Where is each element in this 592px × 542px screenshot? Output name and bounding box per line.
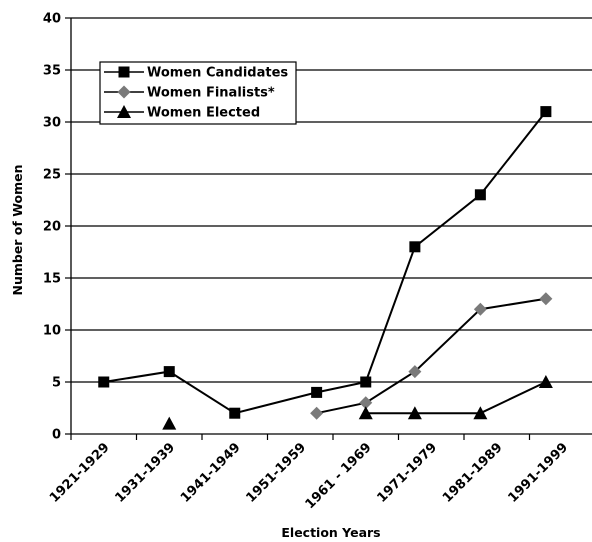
- data-point-women-finalists: [359, 396, 373, 410]
- y-tick-label: 40: [43, 12, 61, 27]
- y-tick-label: 30: [43, 116, 61, 131]
- series-group: [98, 106, 553, 430]
- data-point-women-candidates: [540, 106, 552, 118]
- series-line-women-finalists: [316, 297, 547, 415]
- x-tick-label: 1991-1999: [505, 440, 571, 506]
- data-point-women-candidates: [409, 241, 421, 253]
- data-point-women-finalists: [408, 365, 422, 379]
- data-point-women-elected: [538, 375, 553, 388]
- data-point-women-candidates: [360, 376, 372, 388]
- x-tick-label: 1941-1949: [178, 440, 244, 506]
- x-tick-label: 1951-1959: [243, 440, 309, 506]
- y-tick-label: 20: [43, 220, 61, 235]
- y-tick-label: 25: [43, 168, 61, 183]
- series-women-finalists: [310, 292, 553, 420]
- x-tick-label: 1931-1939: [112, 440, 178, 506]
- y-tick-label: 5: [52, 376, 61, 391]
- legend-label-women-finalists: Women Finalists*: [147, 86, 275, 101]
- legend: Women Candidates Women Finalists* Women El…: [99, 61, 297, 125]
- legend-marker-women-candidates: [118, 66, 130, 78]
- data-point-women-elected: [407, 406, 422, 420]
- data-point-women-candidates: [163, 366, 175, 378]
- series-women-elected: [162, 375, 553, 430]
- y-axis-title: Number of Women: [10, 164, 25, 295]
- data-point-women-candidates: [98, 376, 110, 388]
- x-tick-label: 1971-1979: [374, 440, 440, 506]
- legend-label-women-candidates: Women Candidates: [147, 66, 288, 81]
- data-point-women-finalists: [473, 302, 487, 316]
- x-tick-label: 1981-1989: [440, 440, 506, 506]
- data-point-women-candidates: [229, 407, 241, 419]
- series-line-women-elected: [365, 381, 547, 415]
- series-women-candidates: [98, 106, 552, 419]
- y-tick-label: 35: [43, 64, 61, 79]
- data-point-women-elected: [358, 406, 373, 420]
- legend-label-women-elected: Women Elected: [147, 106, 260, 121]
- legend-marker-women-finalists: [117, 85, 131, 99]
- x-tick-label: 1921-1929: [47, 440, 113, 506]
- y-tick-label: 15: [43, 272, 61, 287]
- legend-marker-women-elected: [117, 105, 131, 118]
- y-tick-label: 10: [43, 324, 61, 339]
- x-axis-title: Election Years: [281, 525, 380, 540]
- data-point-women-elected: [162, 416, 177, 430]
- data-point-women-elected: [473, 406, 488, 420]
- data-point-women-candidates: [474, 189, 486, 201]
- data-point-women-candidates: [311, 386, 323, 398]
- data-point-women-finalists: [539, 292, 553, 306]
- y-tick-label: 0: [52, 428, 61, 443]
- data-point-women-finalists: [310, 406, 324, 420]
- series-line-women-candidates: [103, 110, 547, 415]
- x-tick-label: 1961 - 1969: [303, 440, 375, 512]
